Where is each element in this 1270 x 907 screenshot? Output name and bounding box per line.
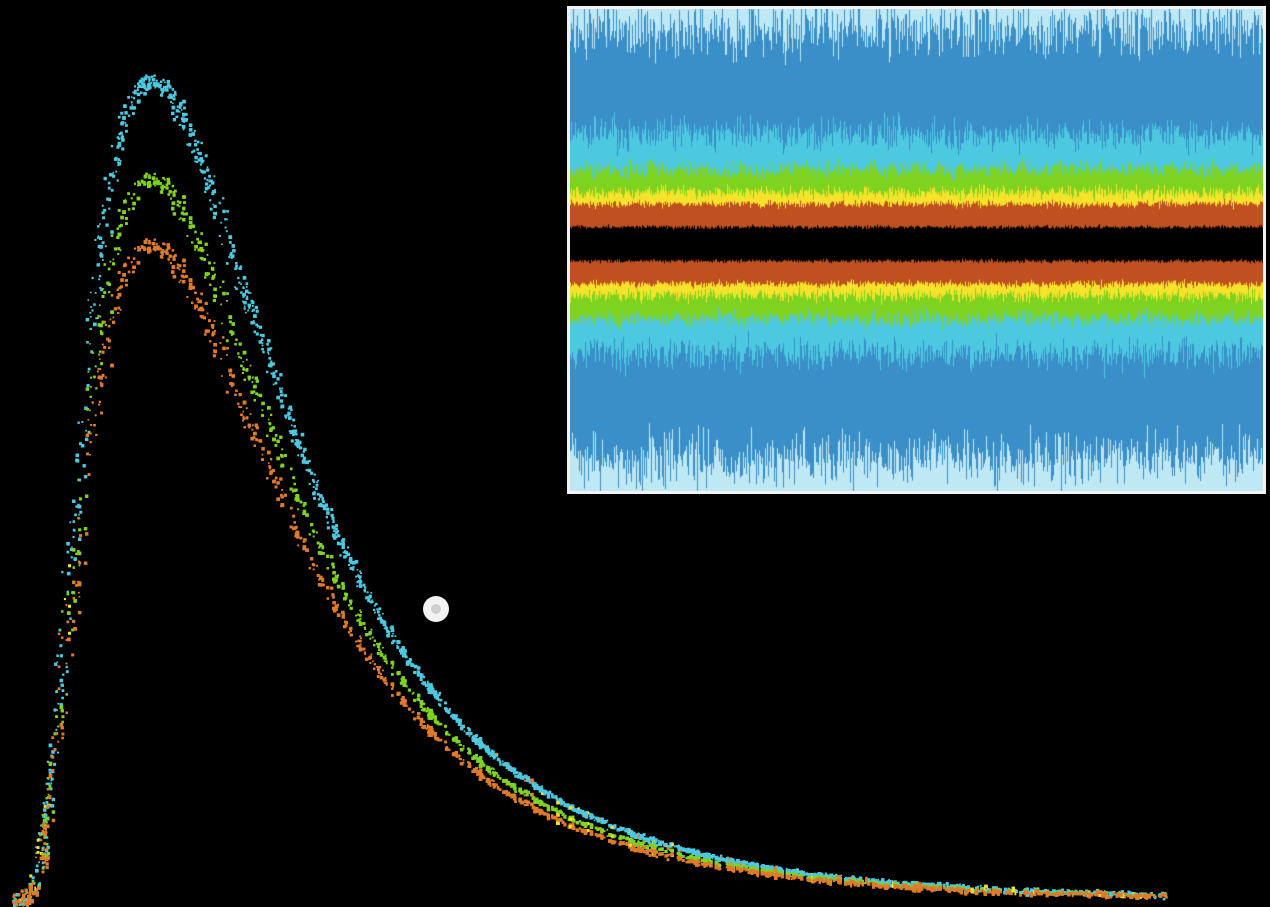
- crossing-marker: [423, 596, 449, 622]
- curve-points: [12, 74, 1168, 907]
- waveform-bands-canvas: [570, 9, 1263, 491]
- waveform-inset: [567, 6, 1266, 494]
